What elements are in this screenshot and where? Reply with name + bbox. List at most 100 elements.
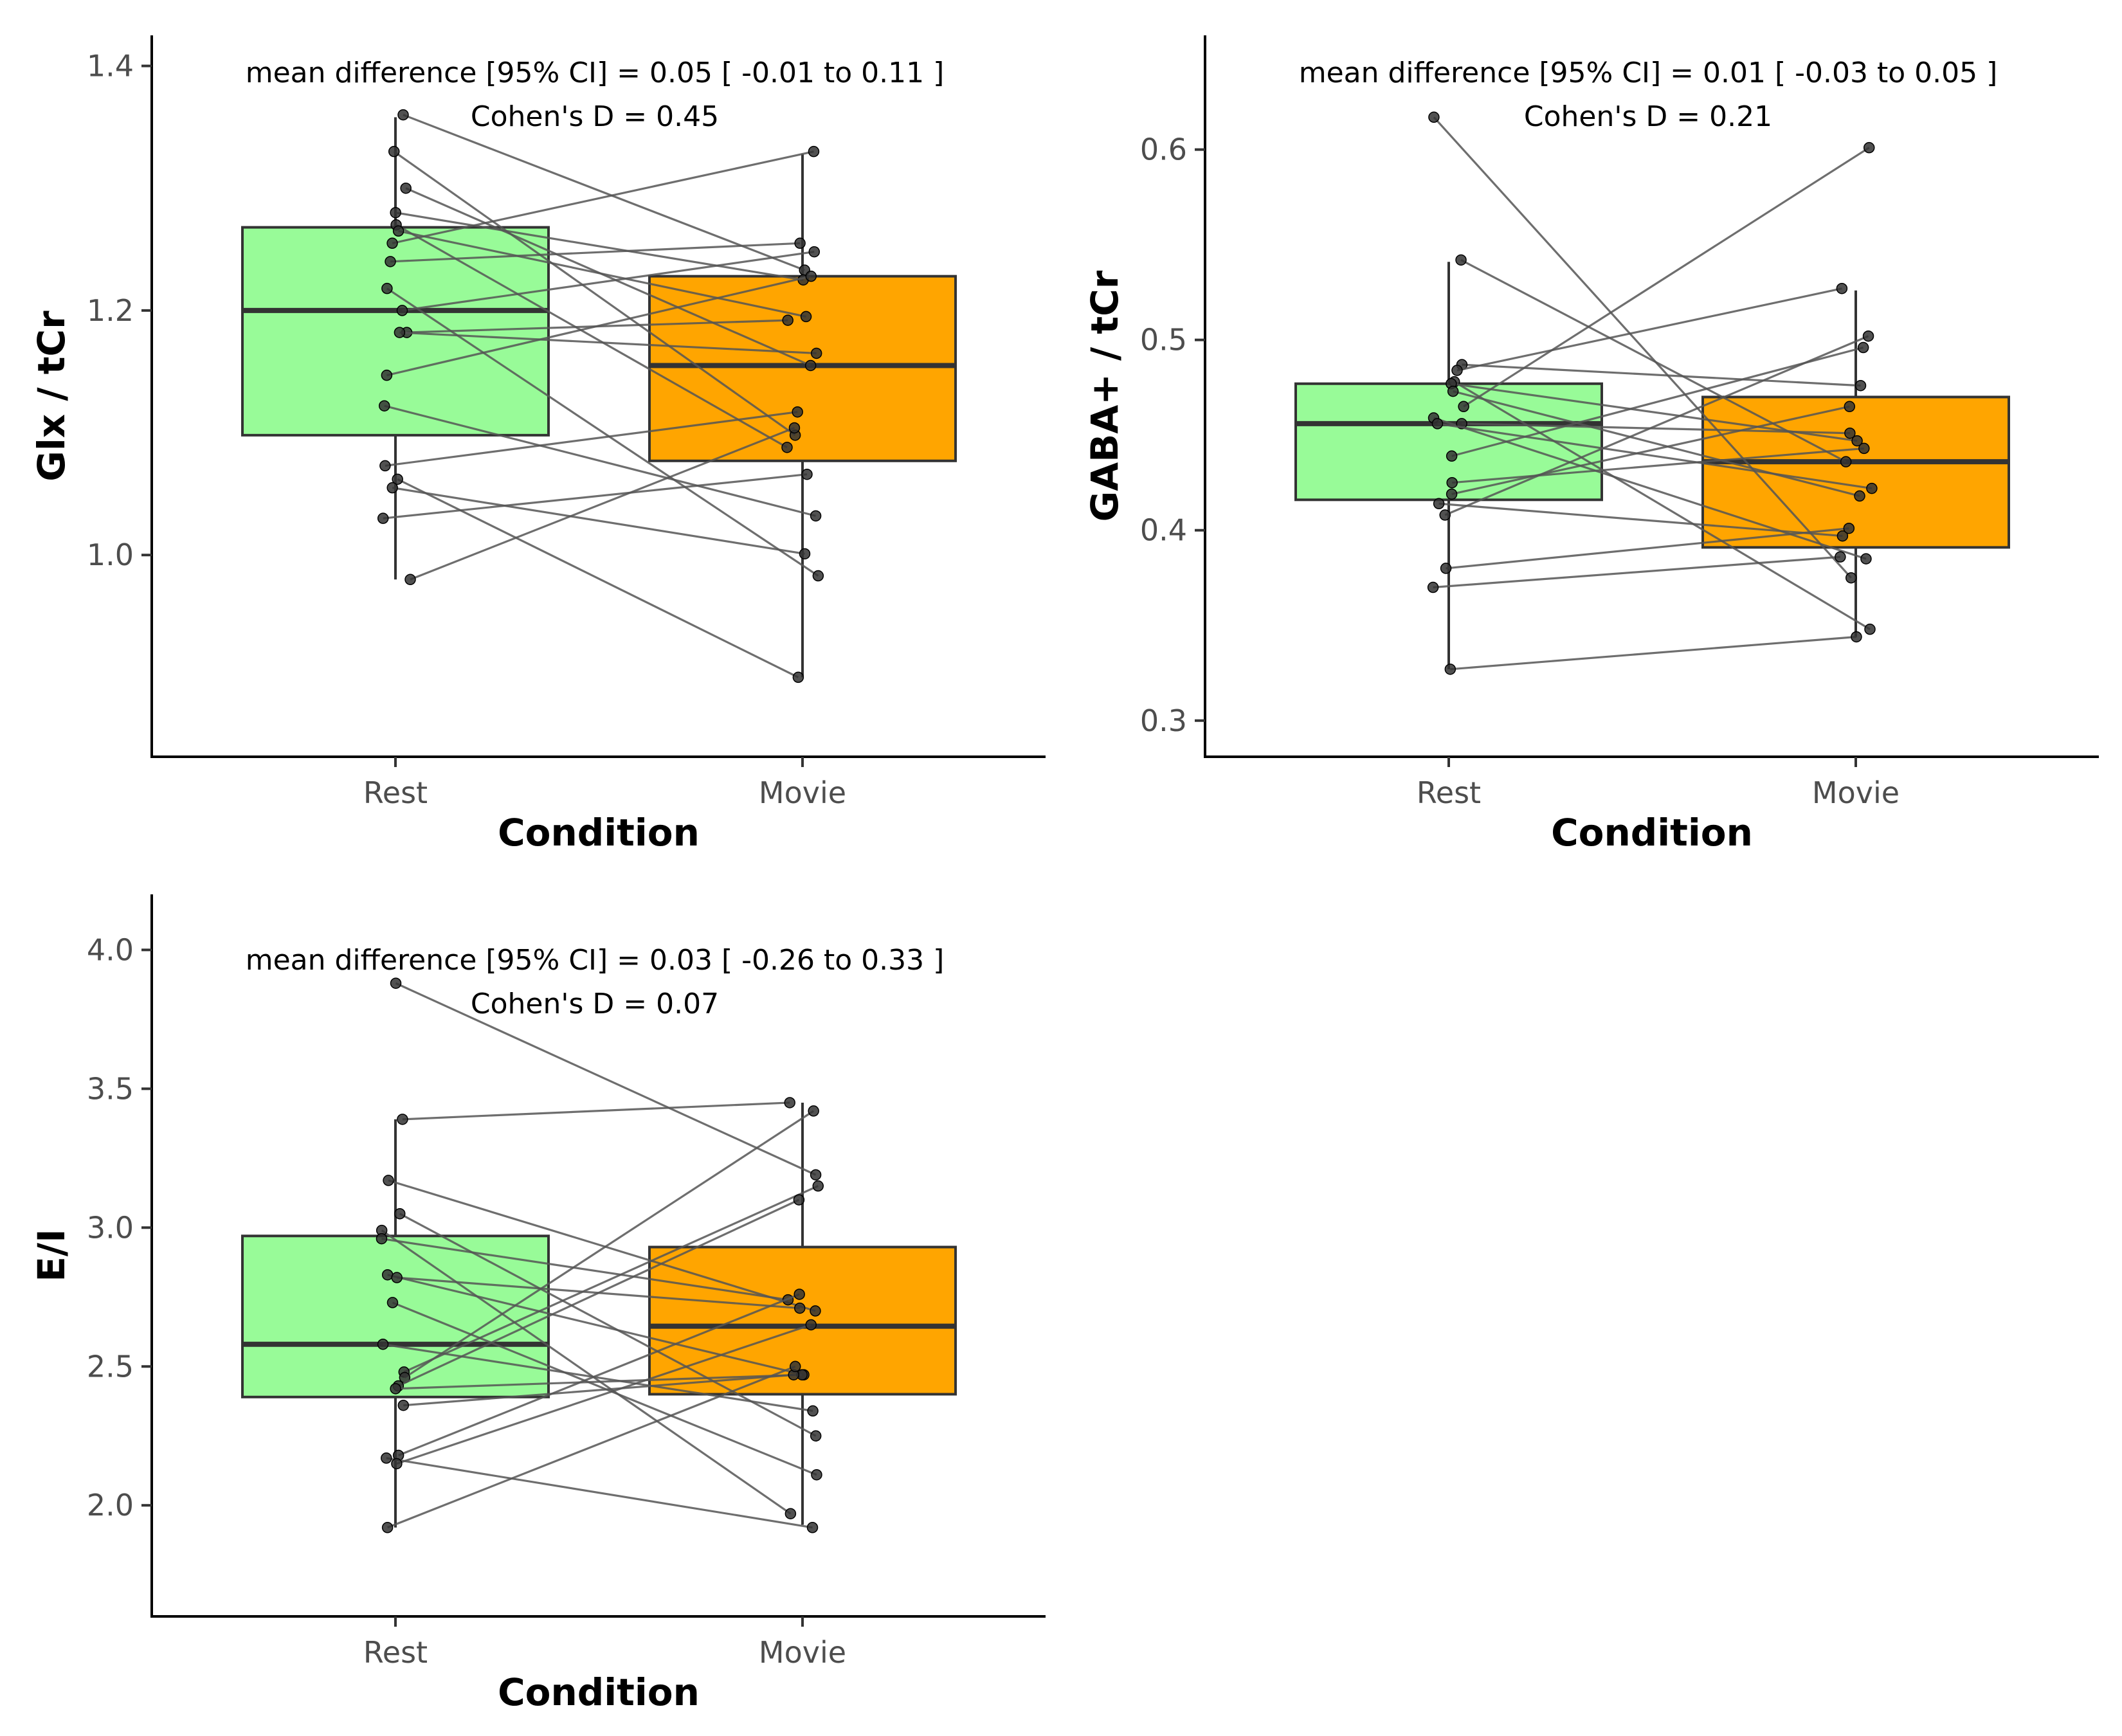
pair-line — [395, 982, 817, 1176]
data-point-movie — [799, 548, 811, 560]
data-point-rest — [391, 1458, 403, 1470]
data-point-movie — [805, 1319, 817, 1331]
pair-line — [387, 1365, 796, 1529]
data-point-rest — [404, 574, 416, 586]
data-point-movie — [1863, 141, 1875, 154]
annotation-cohens-d: Cohen's D = 0.45 — [471, 100, 719, 133]
pair-line — [395, 1373, 803, 1390]
data-point-rest — [381, 1269, 394, 1281]
x-tick-label-movie: Movie — [759, 1635, 846, 1670]
data-point-movie — [788, 422, 801, 434]
data-point-movie — [810, 510, 822, 522]
x-tick-label-movie: Movie — [759, 775, 846, 810]
pair-line — [1460, 258, 1847, 463]
data-point-rest — [1433, 498, 1445, 510]
data-point-rest — [390, 1383, 401, 1395]
pair-line — [1451, 405, 1850, 496]
pair-line — [1453, 390, 1860, 497]
data-point-rest — [1444, 664, 1456, 675]
x-tick-label-rest: Rest — [1417, 775, 1481, 810]
pair-line — [1463, 147, 1870, 408]
y-tick-label: 1.0 — [87, 538, 134, 572]
box-movie — [1701, 395, 2010, 549]
data-point-rest — [1439, 509, 1451, 521]
data-point-rest — [394, 1207, 406, 1220]
data-point-movie — [1857, 341, 1869, 354]
pair-line — [397, 1198, 800, 1387]
data-point-movie — [1844, 427, 1856, 439]
data-point-rest — [385, 256, 396, 267]
data-point-rest — [396, 305, 408, 316]
data-point-movie — [1836, 530, 1849, 542]
pair-line — [381, 1229, 792, 1515]
data-point-movie — [1854, 490, 1865, 502]
pair-line — [392, 150, 814, 244]
data-point-movie — [782, 314, 793, 326]
y-tick-label: 2.5 — [87, 1349, 134, 1384]
data-point-rest — [377, 512, 389, 524]
data-point-rest — [390, 977, 402, 989]
data-point-rest — [1440, 563, 1452, 574]
data-point-rest — [1431, 418, 1444, 429]
data-point-movie — [1862, 330, 1874, 342]
data-point-movie — [793, 1302, 806, 1314]
data-point-rest — [1451, 365, 1463, 376]
data-point-movie — [810, 1169, 822, 1180]
pair-line — [398, 230, 806, 318]
data-point-movie — [805, 270, 817, 282]
pair-line — [410, 426, 795, 581]
data-point-movie — [808, 246, 821, 258]
data-point-rest — [377, 1338, 389, 1350]
pair-line — [1451, 346, 1864, 457]
data-point-rest — [1458, 401, 1469, 413]
data-point-rest — [381, 1522, 394, 1533]
data-point-rest — [386, 482, 398, 494]
pair-line — [1452, 447, 1864, 484]
data-point-rest — [1428, 111, 1440, 123]
data-point-movie — [1836, 282, 1848, 294]
data-point-movie — [794, 237, 806, 249]
data-point-movie — [812, 1180, 824, 1192]
pair-line — [396, 1323, 812, 1465]
pair-line — [1462, 422, 1850, 435]
data-point-rest — [376, 1233, 388, 1245]
x-axis-title: Condition — [1551, 811, 1753, 854]
x-tick-label-rest: Rest — [363, 1635, 428, 1670]
pair-line — [397, 478, 799, 678]
data-point-movie — [1851, 435, 1863, 447]
data-point-rest — [1446, 450, 1458, 462]
data-point-movie — [1845, 572, 1857, 584]
data-point-rest — [381, 282, 393, 294]
pair-line — [403, 114, 805, 271]
pair-line — [403, 1373, 794, 1407]
y-tick-label: 4.0 — [87, 932, 134, 967]
data-point-movie — [810, 1430, 822, 1442]
data-point-movie — [1835, 551, 1846, 563]
data-point-rest — [391, 1272, 403, 1283]
x-axis-title: Condition — [498, 1670, 700, 1714]
pair-line — [399, 331, 817, 355]
pair-line — [390, 242, 801, 263]
data-point-movie — [792, 406, 803, 418]
pair-line — [402, 251, 815, 312]
pair-line — [402, 1101, 790, 1121]
data-point-rest — [381, 1452, 392, 1464]
data-point-movie — [793, 1194, 805, 1206]
annotation-mean-difference: mean difference [95% CI] = 0.01 [ -0.03 … — [1299, 57, 1998, 89]
data-point-rest — [390, 206, 401, 219]
data-point-rest — [378, 400, 390, 411]
data-point-rest — [1446, 476, 1458, 489]
pair-line — [386, 1457, 813, 1529]
data-point-movie — [1860, 553, 1872, 565]
data-point-rest — [386, 237, 398, 249]
data-point-movie — [812, 570, 824, 582]
pair-line — [1446, 527, 1849, 570]
data-point-movie — [810, 347, 822, 359]
data-point-movie — [792, 671, 804, 683]
data-point-rest — [397, 1399, 410, 1411]
pair-line — [1450, 635, 1857, 671]
data-point-rest — [392, 225, 404, 237]
y-tick-label: 0.4 — [1140, 513, 1187, 548]
pair-line — [405, 187, 812, 366]
x-tick-label-movie: Movie — [1812, 775, 1900, 810]
